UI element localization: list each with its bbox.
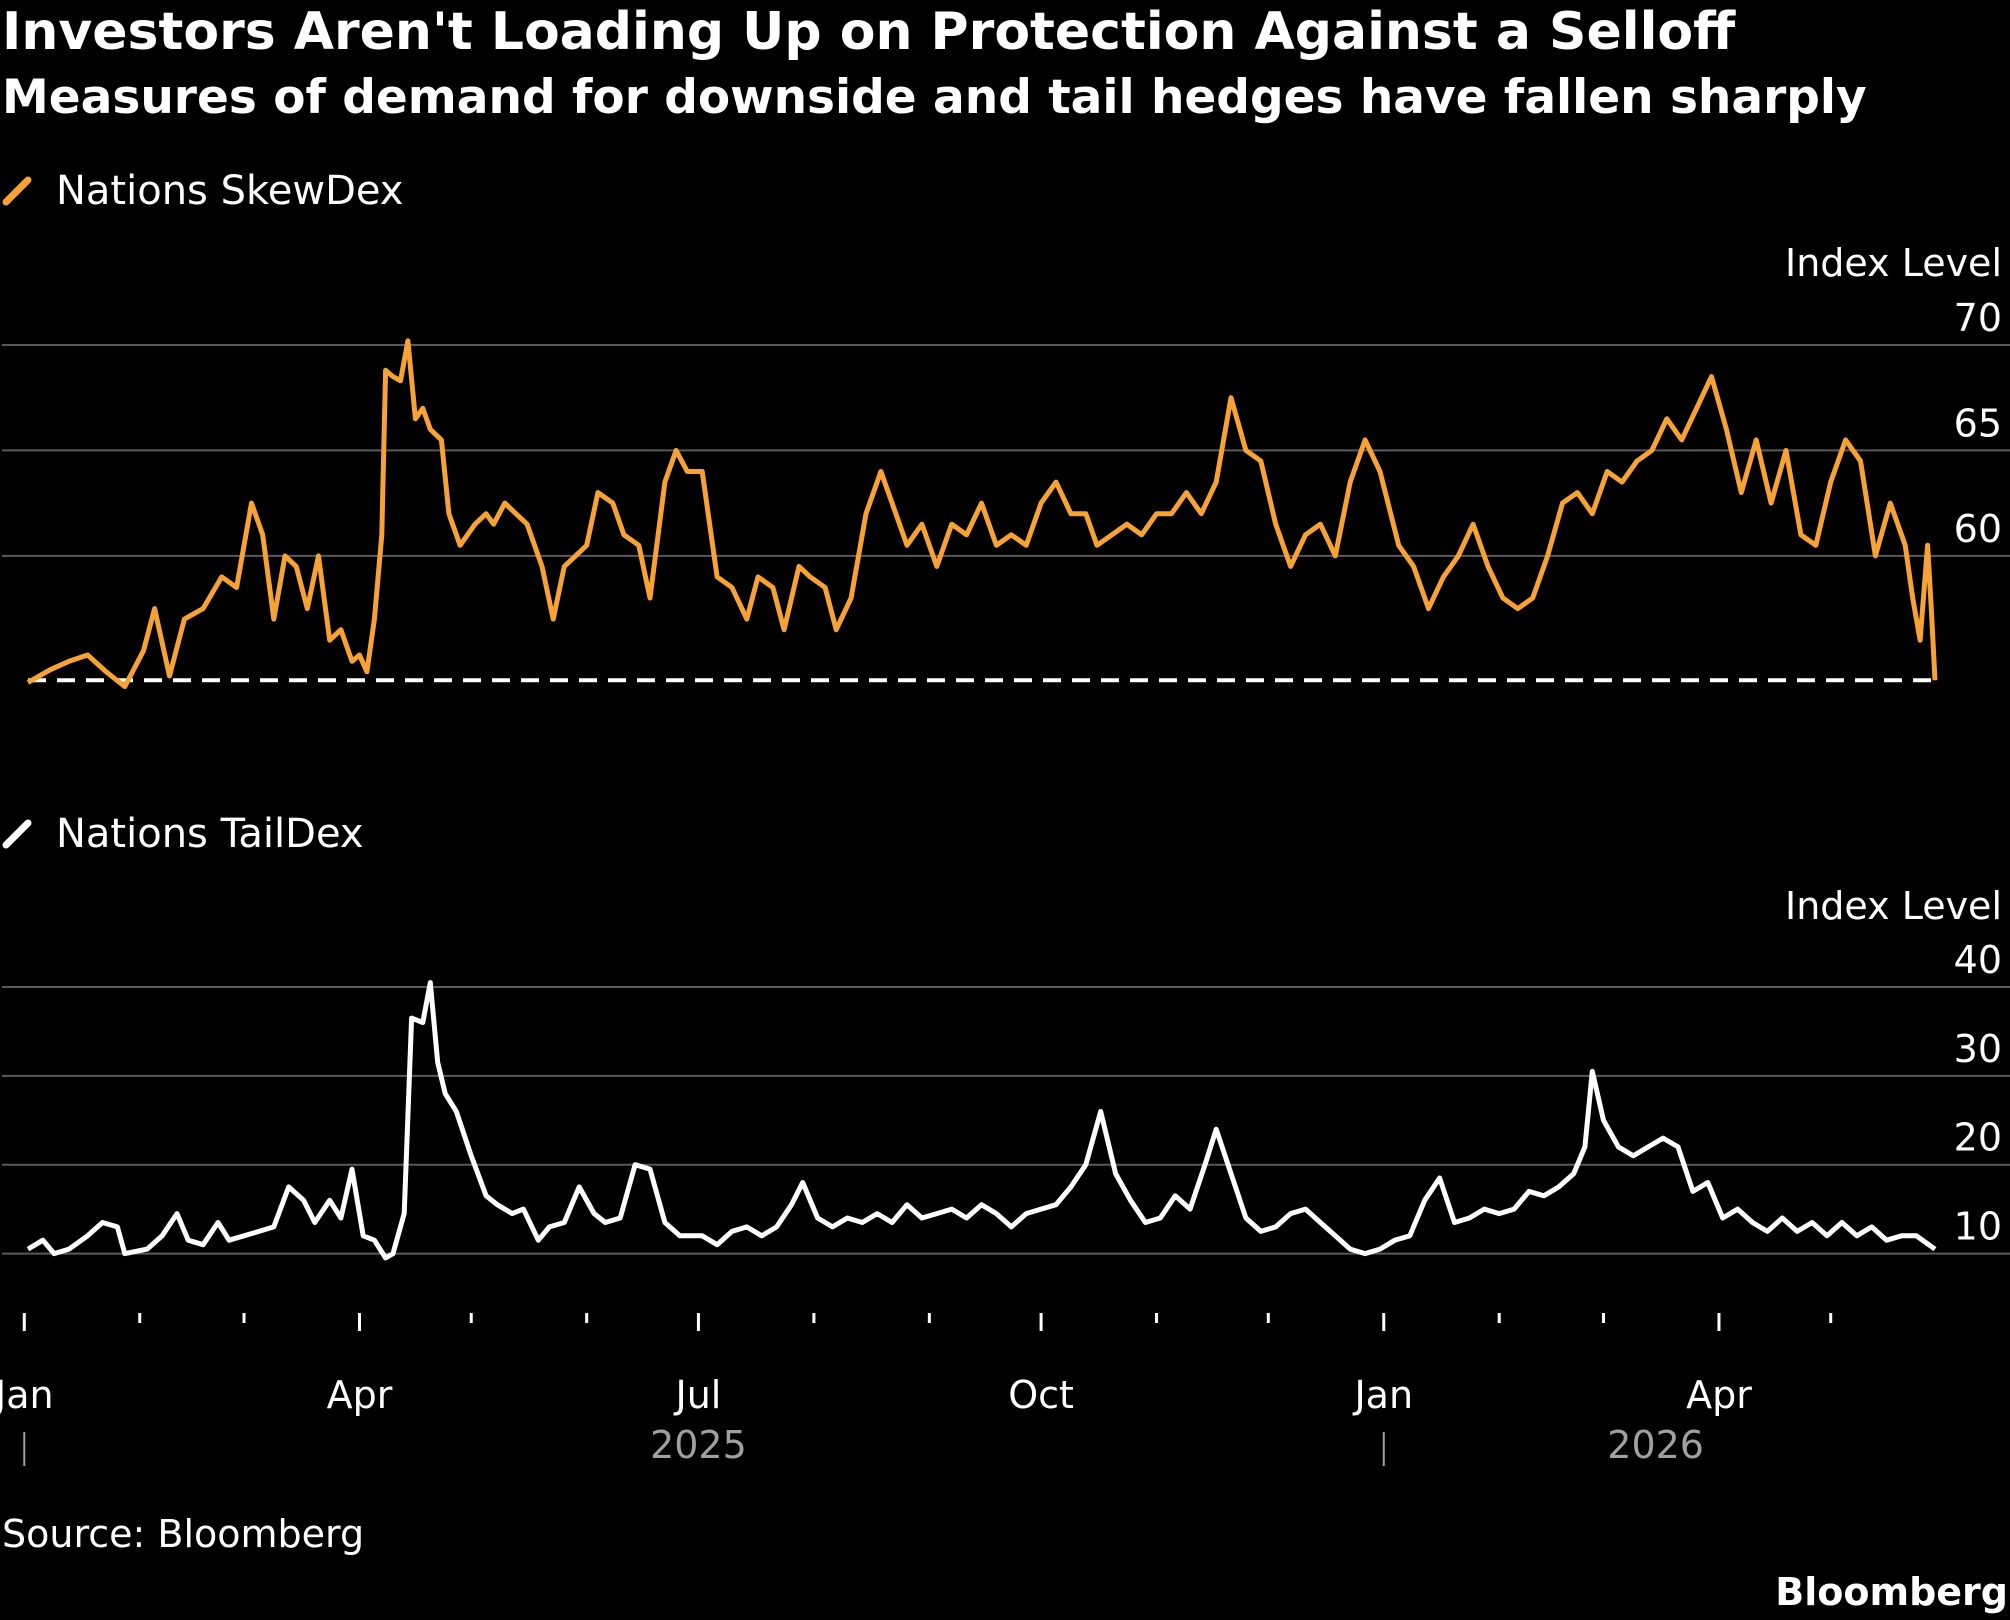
taildex-panel: Nations TailDex Index Level 10 20 30 40 — [2, 811, 2010, 1261]
x-month-label: Jul — [674, 1373, 722, 1417]
x-year-label: 2026 — [1607, 1423, 1704, 1467]
chart-title: Investors Aren't Loading Up on Protectio… — [2, 2, 1736, 62]
skewdex-y-tick-label: 60 — [1954, 507, 2002, 551]
taildex-y-ticks: 10 20 30 40 — [1954, 938, 2002, 1249]
x-month-label: Oct — [1008, 1373, 1074, 1417]
source-note: Source: Bloomberg — [2, 1512, 365, 1556]
skewdex-series-line — [26, 338, 1938, 690]
skewdex-legend-swatch — [2, 176, 32, 206]
taildex-y-tick-label: 10 — [1954, 1205, 2002, 1249]
chart-subtitle: Measures of demand for downside and tail… — [2, 70, 1867, 125]
taildex-gridlines — [2, 986, 2010, 1255]
x-month-label: Jan — [1352, 1373, 1413, 1417]
skewdex-y-ticks: 60 65 70 — [1954, 296, 2002, 551]
taildex-y-tick-label: 30 — [1954, 1027, 2002, 1071]
x-month-label: Jan — [0, 1373, 54, 1417]
skewdex-legend-label: Nations SkewDex — [56, 168, 403, 214]
x-year-label: 2025 — [650, 1423, 747, 1467]
skewdex-panel: Nations SkewDex Index Level 60 65 70 — [2, 168, 2010, 690]
taildex-series-line — [26, 980, 1937, 1261]
x-axis: Jan Apr Jul Oct Jan Apr 2025 2026 — [0, 1313, 1833, 1467]
taildex-y-tick-label: 40 — [1954, 938, 2002, 982]
x-month-label: Apr — [1686, 1373, 1752, 1417]
taildex-legend-swatch — [2, 819, 32, 849]
skewdex-y-tick-label: 65 — [1954, 401, 2002, 445]
x-month-label: Apr — [327, 1373, 393, 1417]
taildex-y-tick-label: 20 — [1954, 1116, 2002, 1160]
taildex-legend-label: Nations TailDex — [56, 811, 364, 857]
skewdex-y-axis-label: Index Level — [1785, 241, 2002, 285]
taildex-y-axis-label: Index Level — [1785, 884, 2002, 928]
skewdex-y-tick-label: 70 — [1954, 296, 2002, 340]
bloomberg-logo: Bloomberg — [1775, 1570, 2008, 1614]
skewdex-gridlines — [2, 344, 2010, 557]
